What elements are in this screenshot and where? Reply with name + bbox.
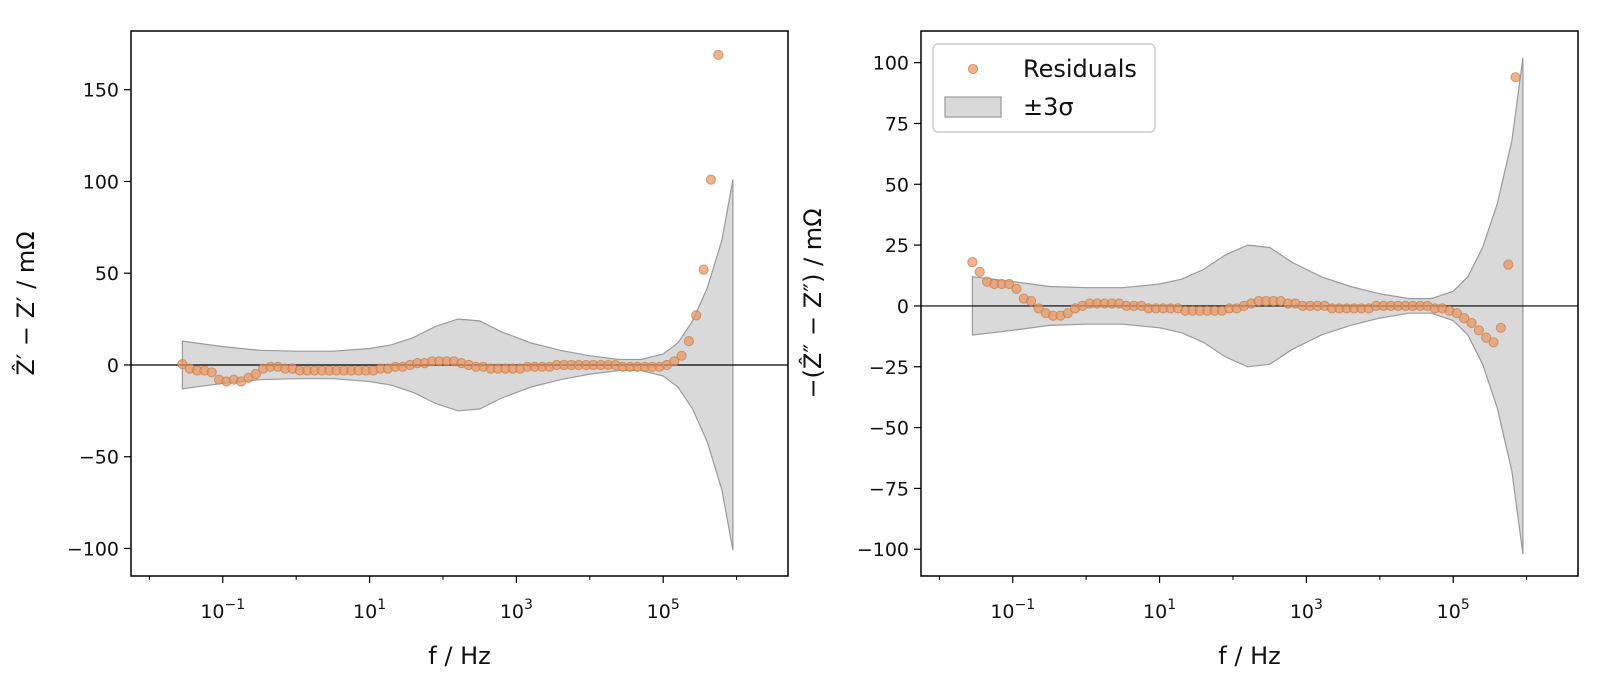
y-tick-label-base: 75 (885, 113, 909, 135)
y-tick-label: 0 (107, 355, 119, 377)
data-point (1026, 296, 1037, 307)
y-tick-label: −100 (67, 538, 119, 560)
x-tick-label-base: 10 (1437, 601, 1461, 623)
y-tick-label-base: −50 (869, 418, 909, 440)
legend-band-icon (944, 96, 1002, 118)
y-tick-label: 75 (885, 113, 909, 135)
data-point (713, 49, 724, 61)
data-point (1481, 332, 1492, 343)
x-tick-label: 10−1 (200, 597, 245, 623)
x-tick-label-base: 10 (500, 601, 524, 623)
y-tick-label-base: 100 (873, 53, 909, 75)
data-point (1518, 0, 1527, 5)
x-tick-label-exponent: 3 (524, 597, 533, 613)
axes-frame (920, 30, 1579, 577)
x-tick-label-base: 10 (1290, 601, 1314, 623)
x-tick-label: 103 (500, 597, 533, 623)
y-tick-label-base: 0 (107, 355, 119, 377)
data-point (1473, 325, 1485, 336)
data-point (728, 0, 737, 5)
y-tick-label-base: 100 (83, 171, 119, 193)
data-point (1510, 72, 1521, 83)
data-point (1503, 259, 1514, 270)
y-tick-label: 25 (885, 235, 909, 257)
data-point (974, 266, 985, 277)
x-tick-label-base: 10 (647, 601, 671, 623)
x-tick-label-exponent: −1 (225, 597, 246, 613)
data-point (705, 174, 717, 185)
x-tick-label-base: 10 (353, 601, 377, 623)
data-point (721, 0, 730, 5)
data-point (691, 310, 702, 321)
data-point (1451, 308, 1463, 319)
x-axis-label: f / Hz (1218, 642, 1280, 670)
y-tick-label: 100 (83, 171, 119, 193)
x-tick-label: 103 (1290, 597, 1323, 623)
x-tick-label-base: 10 (1143, 601, 1167, 623)
y-tick-label: 150 (83, 80, 119, 102)
x-tick-label: 101 (353, 597, 386, 623)
x-tick-label-exponent: 5 (1461, 597, 1470, 613)
data-point (1488, 337, 1499, 348)
y-tick-label-base: 50 (885, 174, 909, 196)
data-point (1004, 278, 1015, 290)
y-tick-label: 100 (873, 53, 909, 75)
data-point (1495, 322, 1507, 333)
data-point (676, 350, 687, 361)
y-tick-label: 50 (95, 263, 119, 285)
legend-label: Residuals (1023, 55, 1137, 83)
y-tick-label-base: 50 (95, 263, 119, 285)
x-tick-label-base: 10 (200, 601, 224, 623)
y-tick-label-base: −100 (857, 539, 909, 561)
y-tick-label-base: −75 (869, 478, 909, 500)
y-tick-label: −50 (869, 418, 909, 440)
x-tick-label-exponent: −1 (1015, 597, 1036, 613)
y-tick-label: −50 (79, 447, 119, 469)
x-tick-label-exponent: 1 (377, 597, 386, 613)
x-tick-label-exponent: 3 (1314, 597, 1323, 613)
data-point (683, 336, 695, 347)
legend: Residuals ±3σ (932, 43, 1156, 133)
y-tick-label-base: −100 (67, 538, 119, 560)
y-tick-label: −100 (857, 539, 909, 561)
y-tick-label-base: 25 (885, 235, 909, 257)
data-point (1062, 308, 1073, 319)
y-axis-label: Ẑ′ − Z′ / mΩ (11, 231, 40, 375)
y-tick-label-base: −25 (869, 357, 909, 379)
y-tick-label: 50 (885, 174, 909, 196)
y-tick-label: 0 (897, 296, 909, 318)
y-axis-label: −(Ẑ″ − Z″) / mΩ (798, 208, 827, 398)
y-tick-label-base: 150 (83, 80, 119, 102)
y-tick-label-base: −50 (79, 447, 119, 469)
x-tick-label: 101 (1143, 597, 1176, 623)
x-tick-label: 105 (647, 597, 680, 623)
y-tick-label: −75 (869, 478, 909, 500)
data-point (669, 356, 680, 367)
data-point (967, 257, 978, 268)
y-tick-label: −25 (869, 357, 909, 379)
axes-frame (130, 30, 789, 577)
data-point (1011, 283, 1022, 294)
data-point (177, 359, 188, 370)
data-point (206, 367, 217, 378)
legend-marker-icon (967, 63, 979, 75)
x-tick-label: 105 (1437, 597, 1470, 623)
x-tick-label: 10−1 (990, 597, 1035, 623)
data-point (1459, 313, 1470, 324)
data-point (1033, 303, 1044, 314)
x-tick-label-exponent: 1 (1167, 597, 1176, 613)
data-point (698, 264, 709, 275)
data-point (1466, 317, 1477, 329)
data-point (250, 369, 261, 380)
legend-label: ±3σ (1023, 93, 1074, 121)
y-tick-label-base: 0 (897, 296, 909, 318)
x-tick-label-exponent: 5 (671, 597, 680, 613)
x-axis-label: f / Hz (428, 642, 490, 670)
x-tick-label-base: 10 (990, 601, 1014, 623)
